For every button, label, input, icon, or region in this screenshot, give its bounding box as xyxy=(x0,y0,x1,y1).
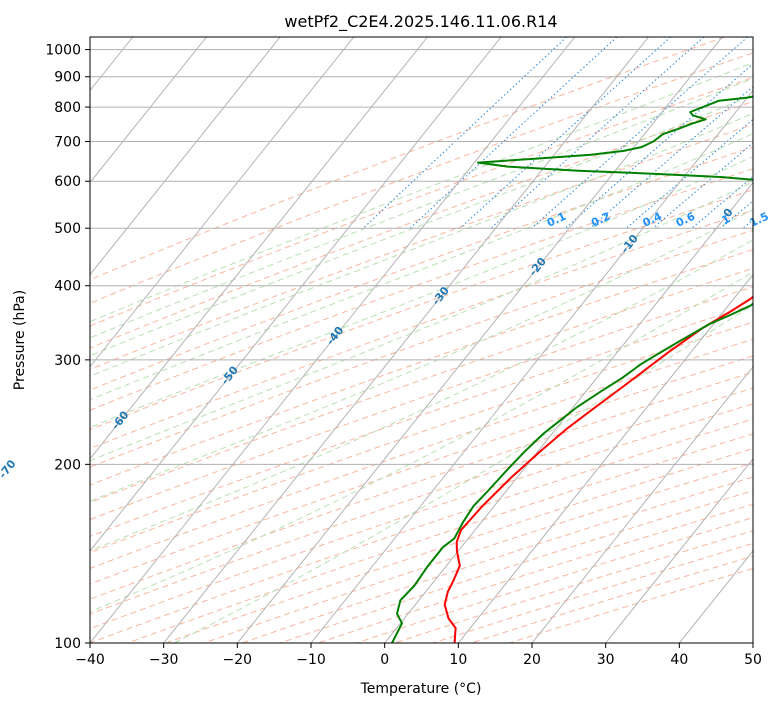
dry-adiabat-line xyxy=(90,229,753,468)
x-tick-label: 10 xyxy=(449,652,467,668)
dry-adiabat-line xyxy=(90,146,753,391)
isotherm-line xyxy=(0,37,59,643)
profile-line-2 xyxy=(391,95,753,643)
mixing-ratio-line xyxy=(459,37,671,229)
x-tick-label: 30 xyxy=(597,652,615,668)
moist-adiabat-line xyxy=(90,62,753,323)
y-tick-label: 1000 xyxy=(45,43,81,59)
y-tick-label: 300 xyxy=(54,353,81,369)
isotherm-line xyxy=(531,365,753,643)
isotherm-line xyxy=(90,37,207,184)
isotherm-line xyxy=(90,37,281,276)
isotherm-line xyxy=(90,37,502,552)
dry-adiabat-line xyxy=(90,267,753,504)
isotherm-line xyxy=(90,37,428,460)
profile-line-1 xyxy=(443,295,753,643)
background-lines xyxy=(0,37,775,643)
dry-adiabat-line xyxy=(90,321,753,554)
profiles xyxy=(391,95,753,643)
mixing-ratio-line xyxy=(652,142,753,229)
y-tick-label: 500 xyxy=(54,221,81,237)
isotherm-line xyxy=(384,181,753,643)
x-tick-label: −40 xyxy=(75,652,105,668)
isotherm-line xyxy=(457,273,753,643)
isotherm-line xyxy=(163,37,649,643)
pressure-grid xyxy=(90,49,753,643)
dry-adiabat-line xyxy=(90,100,753,349)
x-tick-label: 50 xyxy=(744,652,762,668)
y-tick-label: 800 xyxy=(54,100,81,116)
mixing-ratio-line xyxy=(363,37,567,229)
dry-adiabat-line xyxy=(90,371,753,600)
isotherm-line xyxy=(236,37,723,643)
mixing-ratio-line xyxy=(770,37,775,228)
moist-adiabat-line xyxy=(90,239,753,552)
mixing-ratio-line xyxy=(565,63,753,229)
plot-frame xyxy=(89,36,754,644)
moist-adiabat-line xyxy=(90,209,753,502)
x-tick-label: 20 xyxy=(523,652,541,668)
mixing-ratio-line xyxy=(589,86,753,229)
dry-adiabat-line xyxy=(90,124,753,370)
dry-adiabat-line xyxy=(90,77,753,327)
x-tick-label: 0 xyxy=(380,652,389,668)
moist-adiabat-line xyxy=(90,155,753,428)
isotherm-line xyxy=(605,458,753,643)
y-tick-label: 700 xyxy=(54,134,81,150)
plot-background xyxy=(90,37,753,643)
moist-adiabat-line xyxy=(90,94,753,357)
y-tick-label: 400 xyxy=(54,279,81,295)
x-tick-label: −20 xyxy=(223,652,253,668)
x-tick-label: −30 xyxy=(149,652,179,668)
isotherm-line xyxy=(752,642,753,643)
y-axis-title: Pressure (hPa) xyxy=(12,290,28,390)
dry-adiabat-line xyxy=(90,168,753,411)
chart-title: wetPf2_C2E4.2025.146.11.06.R14 xyxy=(284,12,557,32)
y-tick-label: 600 xyxy=(54,174,81,190)
x-tick-label: 40 xyxy=(670,652,688,668)
axes: −40 −30 −20 −10 0 10 20 30 40 50 100 200 300 400 500 60… xyxy=(45,43,762,668)
isotherm-line xyxy=(90,37,355,368)
x-tick-label: −10 xyxy=(296,652,326,668)
moist-adiabat-line xyxy=(90,77,753,339)
y-tick-label: 900 xyxy=(54,70,81,86)
isotherm-line xyxy=(90,37,576,643)
y-tick-label: 200 xyxy=(54,457,81,473)
y-tick-label: 100 xyxy=(54,636,81,652)
x-axis-title: Temperature (°C) xyxy=(360,681,482,697)
dry-adiabat-line xyxy=(90,209,753,450)
isotherm-label: -70 xyxy=(0,457,19,481)
isotherm-line xyxy=(310,89,753,643)
dry-adiabat-line xyxy=(90,286,753,521)
